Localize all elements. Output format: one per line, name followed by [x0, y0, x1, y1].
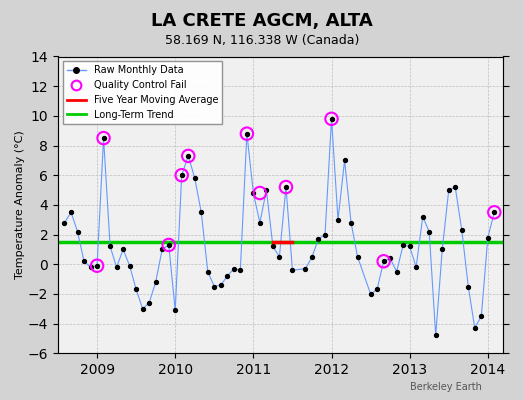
- Point: [406, 243, 414, 250]
- Point: [93, 262, 101, 269]
- Point: [145, 300, 154, 306]
- Point: [347, 220, 355, 226]
- Point: [341, 157, 349, 164]
- Point: [73, 228, 82, 235]
- Point: [67, 209, 75, 216]
- Point: [60, 220, 69, 226]
- Point: [100, 135, 108, 141]
- Point: [125, 262, 134, 269]
- Text: LA CRETE AGCM, ALTA: LA CRETE AGCM, ALTA: [151, 12, 373, 30]
- Point: [100, 135, 108, 141]
- Point: [301, 266, 310, 272]
- Point: [249, 190, 258, 196]
- Point: [314, 236, 323, 242]
- Point: [184, 153, 192, 159]
- Point: [379, 258, 388, 264]
- Point: [86, 264, 95, 270]
- Point: [158, 246, 166, 253]
- Point: [451, 184, 460, 190]
- Point: [178, 172, 186, 178]
- Point: [119, 246, 127, 253]
- Point: [106, 243, 114, 250]
- Point: [132, 286, 140, 293]
- Point: [138, 306, 147, 312]
- Point: [431, 332, 440, 339]
- Point: [425, 228, 433, 235]
- Point: [223, 273, 232, 279]
- Point: [334, 216, 342, 223]
- Point: [490, 209, 498, 216]
- Point: [308, 254, 316, 260]
- Legend: Raw Monthly Data, Quality Control Fail, Five Year Moving Average, Long-Term Tren: Raw Monthly Data, Quality Control Fail, …: [63, 61, 222, 124]
- Point: [216, 282, 225, 288]
- Point: [471, 325, 479, 331]
- Point: [151, 279, 160, 285]
- Point: [484, 234, 492, 241]
- Point: [191, 175, 199, 181]
- Point: [379, 258, 388, 264]
- Point: [282, 184, 290, 190]
- Point: [243, 130, 251, 137]
- Point: [321, 231, 329, 238]
- Point: [236, 267, 245, 273]
- Point: [399, 242, 407, 248]
- Point: [386, 255, 395, 262]
- Point: [262, 187, 270, 193]
- Point: [477, 313, 486, 319]
- Point: [93, 262, 101, 269]
- Y-axis label: Temperature Anomaly (°C): Temperature Anomaly (°C): [15, 130, 25, 279]
- Point: [269, 243, 277, 250]
- Point: [178, 172, 186, 178]
- Point: [171, 307, 179, 314]
- Point: [464, 283, 473, 290]
- Point: [256, 220, 264, 226]
- Point: [438, 246, 446, 253]
- Text: 58.169 N, 116.338 W (Canada): 58.169 N, 116.338 W (Canada): [165, 34, 359, 47]
- Point: [165, 242, 173, 248]
- Point: [80, 258, 88, 264]
- Point: [457, 227, 466, 233]
- Point: [328, 116, 336, 122]
- Point: [165, 242, 173, 248]
- Point: [288, 267, 297, 273]
- Text: Berkeley Earth: Berkeley Earth: [410, 382, 482, 392]
- Point: [419, 214, 427, 220]
- Point: [392, 268, 401, 275]
- Point: [282, 184, 290, 190]
- Point: [113, 264, 121, 270]
- Point: [210, 283, 219, 290]
- Point: [197, 209, 205, 216]
- Point: [373, 286, 381, 293]
- Point: [366, 291, 375, 297]
- Point: [412, 264, 420, 270]
- Point: [275, 254, 283, 260]
- Point: [184, 153, 192, 159]
- Point: [204, 268, 212, 275]
- Point: [328, 116, 336, 122]
- Point: [230, 266, 238, 272]
- Point: [490, 209, 498, 216]
- Point: [256, 190, 264, 196]
- Point: [353, 254, 362, 260]
- Point: [243, 130, 251, 137]
- Point: [444, 187, 453, 193]
